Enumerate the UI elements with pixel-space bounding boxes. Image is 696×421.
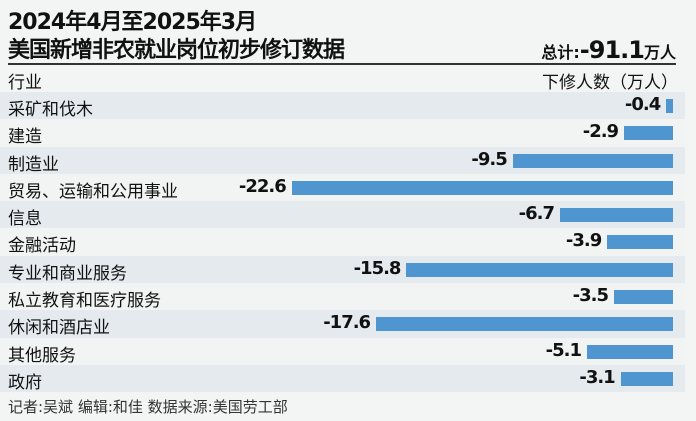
- bar-row: 建造 -2.9: [0, 119, 685, 148]
- bar: [607, 235, 673, 250]
- bar: [624, 126, 673, 141]
- data-label: -0.4: [624, 94, 661, 115]
- bar-row: 休闲和酒店业 -17.6: [0, 310, 685, 339]
- bar-rows: 采矿和伐木 -0.4 建造 -2.9 制造业 -9.5 贸易、运输和公用事业 -22.6 信息 -…: [0, 92, 685, 393]
- data-label: -6.7: [518, 203, 555, 225]
- data-label: -5.1: [545, 339, 582, 361]
- bar: [512, 153, 673, 168]
- category-label: 采矿和伐木: [8, 100, 93, 120]
- data-label: -22.6: [238, 175, 287, 197]
- bar: [376, 317, 673, 332]
- bar-row: 制造业 -9.5: [0, 146, 685, 175]
- total-unit: 万人: [643, 43, 676, 62]
- bar-row: 信息 -6.7: [0, 201, 685, 230]
- bar: [406, 262, 673, 277]
- bar-row: 金融活动 -3.9: [0, 228, 685, 257]
- category-label: 私立教育和医疗服务: [8, 291, 161, 312]
- bar: [559, 208, 673, 223]
- data-label: -9.5: [471, 148, 507, 170]
- total-value: -91.1: [579, 36, 645, 64]
- category-label: 专业和商业服务: [8, 263, 127, 284]
- chart-title: 2024年4月至2025年3月: [8, 10, 257, 35]
- data-label: -15.8: [353, 257, 402, 279]
- total-readout: 总计:-91.1万人: [541, 36, 676, 64]
- total-label: 总计:: [541, 43, 580, 62]
- category-label: 休闲和酒店业: [8, 318, 110, 339]
- bar-row: 贸易、运输和公用事业 -22.6: [0, 173, 685, 202]
- bar: [291, 180, 673, 195]
- value-header: 下修人数（万人）: [542, 73, 678, 93]
- bar-row: 采矿和伐木 -0.4: [0, 92, 685, 120]
- footer-credits: 记者:吴斌 编辑:和佳 数据来源:美国劳工部: [8, 398, 288, 416]
- chart-subtitle: 美国新增非农就业岗位初步修订数据: [8, 38, 345, 63]
- bar-row: 专业和商业服务 -15.8: [0, 255, 685, 284]
- bar: [666, 99, 673, 113]
- bar-row: 政府 -3.1: [0, 364, 685, 393]
- category-label: 金融活动: [8, 236, 76, 257]
- category-label: 建造: [8, 127, 42, 148]
- category-label: 制造业: [8, 154, 59, 175]
- bar-row: 其他服务 -5.1: [0, 337, 685, 366]
- category-header: 行业: [8, 73, 42, 93]
- data-label: -3.9: [565, 230, 602, 252]
- category-label: 政府: [8, 372, 42, 393]
- bar-row: 私立教育和医疗服务 -3.5: [0, 283, 685, 312]
- data-label: -3.5: [572, 285, 609, 307]
- category-label: 信息: [8, 209, 42, 230]
- header-divider: [8, 63, 676, 65]
- data-label: -2.9: [582, 121, 619, 143]
- bar: [586, 344, 673, 359]
- bar: [613, 290, 673, 305]
- category-label: 其他服务: [8, 345, 76, 366]
- data-label: -3.1: [579, 366, 615, 388]
- data-label: -17.6: [323, 312, 371, 334]
- bar: [620, 371, 673, 386]
- category-label: 贸易、运输和公用事业: [8, 181, 178, 202]
